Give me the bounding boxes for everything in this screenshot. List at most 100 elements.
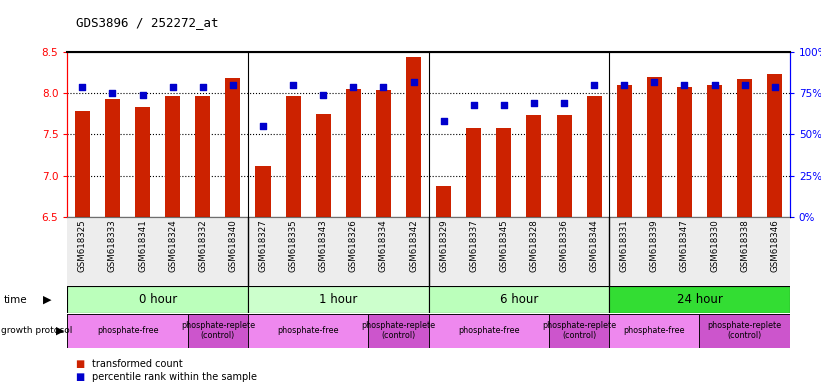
Text: 0 hour: 0 hour [139,293,177,306]
Point [287,82,300,88]
Bar [75,111,90,217]
Point [648,78,661,84]
Text: GSM618345: GSM618345 [499,219,508,272]
Point [166,83,179,89]
Text: GSM618334: GSM618334 [379,219,388,272]
Text: 1 hour: 1 hour [319,293,357,306]
Bar [308,217,338,286]
Bar [218,217,248,286]
Bar [488,217,519,286]
Bar [105,99,120,217]
Bar [346,89,361,217]
Bar [677,86,692,217]
Bar [67,217,98,286]
Text: GSM618326: GSM618326 [349,219,358,272]
Text: GSM618335: GSM618335 [289,219,297,272]
Bar [737,79,752,217]
Bar [165,96,181,217]
Point [136,92,149,98]
Text: GSM618340: GSM618340 [228,219,237,272]
FancyBboxPatch shape [429,286,609,313]
Point [196,83,209,89]
Bar [647,77,662,217]
Text: phosphate-replete
(control): phosphate-replete (control) [181,321,255,340]
Text: phosphate-free: phosphate-free [458,326,520,335]
Text: ▶: ▶ [56,326,64,336]
Text: GSM618331: GSM618331 [620,219,629,272]
Bar [429,217,459,286]
Text: GSM618342: GSM618342 [409,219,418,272]
FancyBboxPatch shape [67,286,248,313]
Point [617,82,631,88]
Text: time: time [3,295,27,305]
Bar [188,217,218,286]
Point [407,78,420,84]
Text: percentile rank within the sample: percentile rank within the sample [92,372,257,382]
Text: GSM618336: GSM618336 [560,219,568,272]
Text: GSM618346: GSM618346 [770,219,779,272]
Text: GDS3896 / 252272_at: GDS3896 / 252272_at [76,16,218,29]
Text: phosphate-replete
(control): phosphate-replete (control) [361,321,435,340]
Text: phosphate-free: phosphate-free [277,326,339,335]
Text: 6 hour: 6 hour [500,293,538,306]
Text: GSM618337: GSM618337 [470,219,478,272]
Bar [398,217,429,286]
Point [76,83,89,89]
Bar [466,128,481,217]
Text: transformed count: transformed count [92,359,183,369]
Bar [497,128,511,217]
Text: GSM618325: GSM618325 [78,219,87,272]
Point [106,90,119,96]
Bar [338,217,369,286]
Point [678,82,691,88]
Text: GSM618347: GSM618347 [680,219,689,272]
FancyBboxPatch shape [429,314,549,348]
Text: 24 hour: 24 hour [677,293,722,306]
FancyBboxPatch shape [609,286,790,313]
Bar [587,96,602,217]
Bar [730,217,759,286]
Text: GSM618330: GSM618330 [710,219,719,272]
Bar [617,85,632,217]
Bar [707,85,722,217]
Bar [640,217,669,286]
Point [317,92,330,98]
Bar [376,90,391,217]
Text: GSM618339: GSM618339 [650,219,658,271]
Point [768,83,782,89]
Point [527,100,540,106]
Text: GSM618338: GSM618338 [741,219,749,272]
Point [346,83,360,89]
Point [227,82,240,88]
Text: phosphate-free: phosphate-free [97,326,158,335]
Text: GSM618333: GSM618333 [108,219,117,272]
FancyBboxPatch shape [369,314,429,348]
Bar [369,217,398,286]
FancyBboxPatch shape [188,314,248,348]
Point [377,83,390,89]
Text: growth protocol: growth protocol [1,326,72,335]
Bar [759,217,790,286]
Point [557,100,571,106]
Text: GSM618324: GSM618324 [168,219,177,272]
Bar [255,166,271,217]
Bar [135,107,150,217]
Bar [669,217,699,286]
Text: GSM618328: GSM618328 [530,219,539,272]
FancyBboxPatch shape [67,314,188,348]
Point [467,102,480,108]
Text: ■: ■ [76,372,85,382]
Text: phosphate-free: phosphate-free [624,326,685,335]
FancyBboxPatch shape [609,314,699,348]
FancyBboxPatch shape [248,286,429,313]
Bar [699,217,730,286]
Text: GSM618327: GSM618327 [259,219,268,272]
Text: phosphate-replete
(control): phosphate-replete (control) [542,321,616,340]
Bar [278,217,308,286]
Bar [609,217,640,286]
Bar [768,74,782,217]
Bar [248,217,278,286]
Text: GSM618332: GSM618332 [199,219,207,272]
Point [588,82,601,88]
Text: GSM618329: GSM618329 [439,219,448,271]
